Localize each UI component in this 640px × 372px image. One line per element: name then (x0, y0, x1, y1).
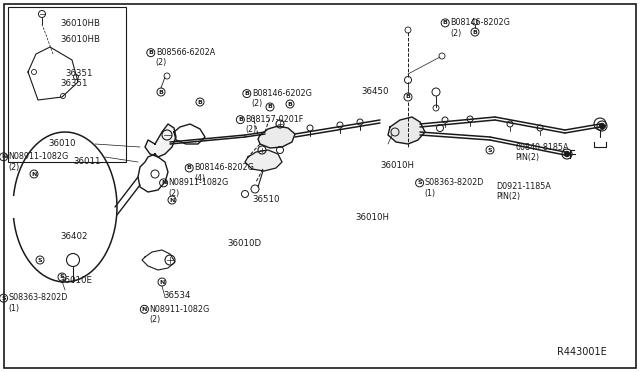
Text: S: S (38, 257, 42, 263)
Text: S: S (1, 296, 6, 301)
Text: B08146-8202G
(2): B08146-8202G (2) (450, 18, 510, 38)
Text: B: B (198, 99, 202, 105)
Text: R443001E: R443001E (557, 347, 607, 356)
Text: 36011: 36011 (74, 157, 101, 166)
Text: B: B (472, 29, 477, 35)
Text: N: N (170, 198, 175, 202)
Text: 36010E: 36010E (60, 276, 93, 285)
Text: S: S (60, 275, 64, 279)
Text: 00840-8185A
PIN(2): 00840-8185A PIN(2) (515, 143, 569, 162)
Text: 36351: 36351 (65, 70, 93, 78)
Text: 36010H: 36010H (355, 213, 389, 222)
Text: N: N (1, 154, 6, 159)
Text: B08157-0201F
(2): B08157-0201F (2) (245, 115, 303, 134)
Circle shape (600, 124, 605, 128)
Text: 36351: 36351 (61, 79, 88, 88)
Text: B: B (443, 20, 447, 25)
Polygon shape (388, 117, 425, 144)
Text: 36450: 36450 (362, 87, 389, 96)
Text: B: B (287, 102, 292, 106)
Text: S08363-8202D
(1): S08363-8202D (1) (8, 294, 68, 313)
Text: 36010HB: 36010HB (61, 35, 101, 44)
Text: B: B (244, 91, 249, 96)
Text: 36510: 36510 (253, 195, 280, 203)
Text: 36010HB: 36010HB (60, 19, 100, 29)
Polygon shape (145, 124, 176, 157)
Text: B: B (238, 117, 243, 122)
Text: 36010H: 36010H (381, 161, 415, 170)
Text: N: N (141, 307, 147, 312)
Polygon shape (245, 150, 282, 171)
Text: B: B (406, 94, 410, 99)
Text: N: N (31, 171, 36, 176)
Text: S: S (488, 148, 492, 153)
Text: N: N (159, 279, 164, 285)
Text: 36010D: 36010D (227, 239, 261, 248)
Text: N08911-1082G
(2): N08911-1082G (2) (168, 178, 229, 198)
Text: 36402: 36402 (61, 232, 88, 241)
Text: S08363-8202D
(1): S08363-8202D (1) (424, 178, 484, 198)
Text: B: B (268, 105, 273, 109)
Text: D0921-1185A
PIN(2): D0921-1185A PIN(2) (496, 182, 551, 201)
FancyBboxPatch shape (8, 7, 126, 162)
Text: S: S (417, 180, 422, 185)
Polygon shape (258, 126, 295, 148)
Text: N: N (161, 180, 166, 185)
Text: B08146-8202G
(4): B08146-8202G (4) (194, 163, 254, 183)
Text: B: B (187, 166, 191, 170)
Text: B08146-6202G
(2): B08146-6202G (2) (252, 89, 312, 108)
Text: N08911-1082G
(2): N08911-1082G (2) (149, 305, 210, 324)
Text: 36010: 36010 (48, 139, 76, 148)
Text: B08566-6202A
(2): B08566-6202A (2) (156, 48, 215, 67)
Circle shape (564, 151, 570, 157)
Text: 36534: 36534 (163, 291, 191, 300)
Text: B: B (159, 90, 163, 94)
Text: N08911-1082G
(2): N08911-1082G (2) (8, 152, 69, 171)
Text: B: B (148, 50, 153, 55)
